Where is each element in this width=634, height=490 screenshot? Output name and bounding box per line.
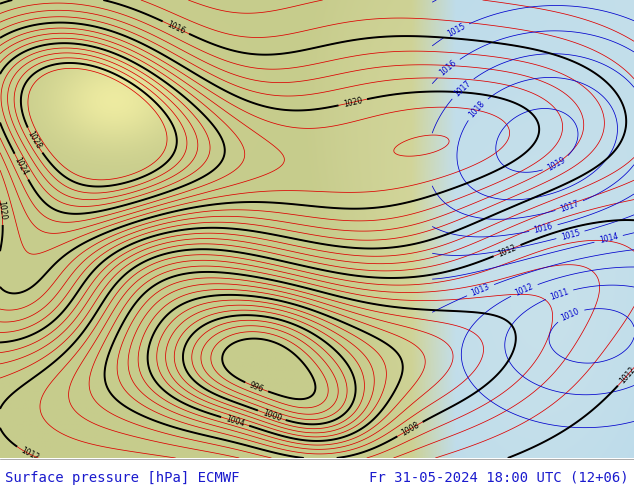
- Text: 1020: 1020: [342, 96, 363, 109]
- Text: 1012: 1012: [19, 446, 40, 463]
- Text: 1012: 1012: [496, 243, 517, 258]
- Text: 1017: 1017: [452, 78, 472, 98]
- Text: Fr 31-05-2024 18:00 UTC (12+06): Fr 31-05-2024 18:00 UTC (12+06): [369, 471, 629, 485]
- Text: 1004: 1004: [224, 414, 246, 428]
- Text: 1018: 1018: [467, 99, 487, 119]
- Text: 1013: 1013: [470, 282, 491, 298]
- Text: 996: 996: [248, 380, 265, 394]
- Text: 1010: 1010: [560, 306, 581, 322]
- Text: 1012: 1012: [618, 365, 634, 385]
- Text: 1019: 1019: [545, 156, 567, 173]
- Text: 1000: 1000: [261, 408, 282, 423]
- Text: 1024: 1024: [13, 156, 30, 177]
- Text: 1008: 1008: [399, 420, 420, 438]
- Text: 1015: 1015: [446, 22, 467, 39]
- Text: 1016: 1016: [533, 222, 554, 235]
- Text: 1017: 1017: [559, 198, 580, 214]
- Text: 1016: 1016: [165, 20, 186, 36]
- Text: 1014: 1014: [598, 232, 619, 245]
- Text: 1011: 1011: [549, 287, 570, 301]
- Text: 1015: 1015: [560, 228, 581, 242]
- Text: 1028: 1028: [26, 130, 43, 151]
- Text: 1020: 1020: [0, 200, 7, 220]
- Text: 1016: 1016: [438, 59, 458, 78]
- Text: Surface pressure [hPa] ECMWF: Surface pressure [hPa] ECMWF: [5, 471, 240, 485]
- Text: 1012: 1012: [514, 282, 534, 298]
